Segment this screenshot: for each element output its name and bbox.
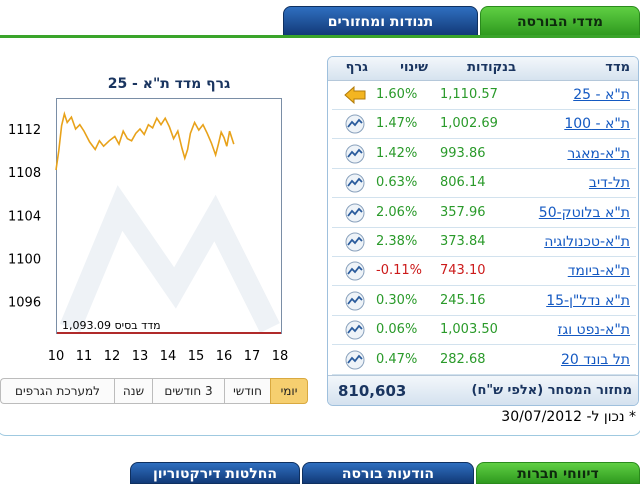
index-points: 743.10 <box>440 263 486 279</box>
index-change: 1.42% <box>376 145 418 161</box>
table-row: 0.06% 1,003.50 ת"א-נפט וגז <box>332 316 636 346</box>
index-points: 1,110.57 <box>440 87 498 102</box>
tab-market-indices[interactable]: מדדי הבורסה <box>480 6 640 36</box>
range-button[interactable]: חודשי <box>224 378 270 404</box>
index-name-link[interactable]: תל בונד 20 <box>560 351 630 368</box>
index-name-link[interactable]: ת"א - 100 <box>564 116 630 133</box>
x-tick-label: 18 <box>272 349 289 364</box>
x-tick-label: 13 <box>132 349 149 364</box>
tab-board-decisions[interactable]: החלטות דירקטוריון <box>130 462 300 484</box>
index-name-link[interactable]: ת"א-נפט וגז <box>557 322 630 339</box>
chart-title: גרף מדד ת"א - 25 <box>107 76 231 92</box>
index-name-link[interactable]: ת"א נדל"ן-15 <box>546 292 630 309</box>
y-tick-label: 1096 <box>8 296 41 311</box>
y-tick-label: 1112 <box>8 123 41 138</box>
index-points: 1,002.69 <box>440 116 498 132</box>
table-footer: מחזור המסחר (אלפי ש"ח) 810,603 <box>328 375 638 405</box>
range-button[interactable]: למערכת הגרפים <box>0 378 114 404</box>
index-points: 357.96 <box>440 204 486 220</box>
index-name-link[interactable]: תל-דיב <box>588 175 630 192</box>
index-change: 2.06% <box>376 204 418 220</box>
index-name-link[interactable]: ת"א-מאגר <box>567 145 630 162</box>
index-points: 373.84 <box>440 234 486 249</box>
table-row: 1.60% 1,110.57 ת"א - 25 <box>332 81 636 110</box>
table-row: 0.63% 806.14 תל-דיב <box>332 169 636 199</box>
table-row: 2.06% 357.96 ת"א בלוטק-50 <box>332 199 636 228</box>
base-value-label: 1,093.09 מדד בסיס <box>62 319 161 332</box>
x-tick-label: 16 <box>216 349 233 364</box>
update-date: * נכון ל- 30/07/2012 <box>501 409 636 425</box>
table-row: 1.47% 1,002.69 ת"א - 100 <box>332 110 636 140</box>
chart-icon[interactable] <box>344 173 366 193</box>
chart-icon[interactable] <box>344 291 366 311</box>
range-button[interactable]: שנה <box>114 378 152 404</box>
index-change: 1.60% <box>376 87 418 102</box>
index-change: 0.63% <box>376 175 418 191</box>
chart-icon[interactable] <box>344 144 366 164</box>
index-points: 1,003.50 <box>440 322 498 338</box>
y-tick-label: 1100 <box>8 252 41 267</box>
index-change: 0.47% <box>376 351 418 367</box>
index-points: 993.86 <box>440 145 486 161</box>
indices-table: מדד בנקודות שינוי גרף 1.60% 1,110.57 ת"א -… <box>327 56 639 406</box>
chart-range-selector: למערכת הגרפים שנה 3 חודשים חודשי יומי <box>0 378 308 404</box>
x-tick-label: 10 <box>48 349 65 364</box>
x-tick-label: 17 <box>244 349 261 364</box>
table-header: מדד בנקודות שינוי גרף <box>328 57 638 81</box>
index-name-link[interactable]: ת"א - 25 <box>573 87 630 103</box>
index-points: 282.68 <box>440 351 486 367</box>
index-change: 0.30% <box>376 292 418 308</box>
chart-icon[interactable] <box>344 350 366 370</box>
y-tick-label: 1104 <box>8 209 41 224</box>
chart-icon[interactable] <box>344 261 366 281</box>
main-panel-frame <box>0 38 640 436</box>
table-row: 2.38% 373.84 ת"א-טכנולוגיה <box>332 228 636 257</box>
chart-icon[interactable] <box>344 320 366 340</box>
index-name-link[interactable]: ת"א בלוטק-50 <box>538 204 630 221</box>
watermark-logo <box>59 185 280 333</box>
x-tick-label: 15 <box>188 349 205 364</box>
arrow-left-icon[interactable] <box>344 85 366 105</box>
chart-icon[interactable] <box>344 203 366 223</box>
range-button[interactable]: 3 חודשים <box>152 378 224 404</box>
y-tick-label: 1108 <box>8 166 41 181</box>
index-points: 245.16 <box>440 292 486 308</box>
table-row: 0.47% 282.68 תל בונד 20 <box>332 346 636 375</box>
chart-icon[interactable] <box>344 114 366 134</box>
header-graph: גרף <box>345 60 368 75</box>
table-row: -0.11% 743.10 ת"א-ביומד <box>332 257 636 287</box>
index-change: 1.47% <box>376 116 418 132</box>
header-points: בנקודות <box>467 60 516 75</box>
tab-underline <box>0 35 640 38</box>
index-change: -0.11% <box>376 263 422 279</box>
index-name-link[interactable]: ת"א-ביומד <box>567 263 630 280</box>
x-tick-label: 14 <box>160 349 177 364</box>
tab-movers[interactable]: תנודות ומחזורים <box>283 6 478 36</box>
tab-company-reports[interactable]: דיווחי חברות <box>476 462 640 484</box>
header-index: מדד <box>605 60 630 75</box>
index-name-link[interactable]: ת"א-טכנולוגיה <box>544 234 630 250</box>
index-points: 806.14 <box>440 175 486 191</box>
x-tick-label: 12 <box>104 349 121 364</box>
index-change: 0.06% <box>376 322 418 338</box>
index-change: 2.38% <box>376 234 418 249</box>
table-row: 1.42% 993.86 ת"א-מאגר <box>332 140 636 169</box>
range-button[interactable]: יומי <box>270 378 308 404</box>
header-change: שינוי <box>400 60 428 75</box>
x-tick-label: 11 <box>76 349 93 364</box>
tab-exchange-announcements[interactable]: הודעות בורסה <box>302 462 474 484</box>
table-row: 0.30% 245.16 ת"א נדל"ן-15 <box>332 287 636 316</box>
trading-volume-label: מחזור המסחר (אלפי ש"ח) <box>471 383 633 398</box>
chart-icon[interactable] <box>344 232 366 252</box>
series-line <box>55 110 235 171</box>
trading-volume-value: 810,603 <box>338 382 407 400</box>
